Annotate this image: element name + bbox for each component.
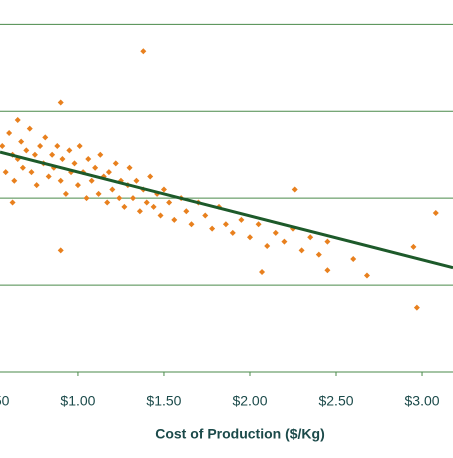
scatter-point: [140, 48, 147, 55]
scatter-point: [57, 247, 64, 254]
scatter-point: [324, 267, 331, 274]
scatter-point: [222, 221, 229, 228]
scatter-point: [432, 209, 439, 216]
scatter-point: [85, 156, 92, 163]
scatter-point: [229, 229, 236, 236]
scatter-point: [18, 138, 25, 145]
scatter-point: [246, 234, 253, 241]
scatter-point: [291, 186, 298, 193]
trend-line: [0, 150, 453, 270]
scatter-point: [66, 147, 73, 154]
scatter-point: [49, 151, 56, 158]
scatter-point: [97, 151, 104, 158]
scatter-point: [116, 195, 123, 202]
scatter-point: [71, 160, 78, 167]
scatter-point: [202, 212, 209, 219]
scatter-point: [272, 229, 279, 236]
scatter-point: [133, 177, 140, 184]
scatter-point: [160, 186, 167, 193]
scatter-point: [171, 216, 178, 223]
x-tick-label: $2.00: [232, 393, 267, 409]
scatter-point: [92, 164, 99, 171]
x-tick-label: $2.50: [318, 393, 353, 409]
scatter-point: [62, 190, 69, 197]
scatter-point: [33, 182, 40, 189]
x-tick-label: $1.50: [146, 393, 181, 409]
x-axis-title: Cost of Production ($/Kg): [155, 426, 325, 442]
scatter-point: [255, 221, 262, 228]
scatter-point: [2, 169, 9, 176]
scatter-point: [88, 177, 95, 184]
scatter-point: [76, 143, 83, 150]
scatter-point: [37, 143, 44, 150]
x-tick-label: $3.00: [405, 393, 440, 409]
scatter-point: [6, 129, 13, 136]
scatter-point: [136, 208, 143, 215]
x-tick-label: $1.00: [60, 393, 95, 409]
scatter-point: [11, 177, 18, 184]
scatter-point: [281, 238, 288, 245]
scatter-point: [57, 99, 64, 106]
scatter-point: [188, 221, 195, 228]
scatter-point: [26, 125, 33, 132]
scatter-point: [0, 143, 6, 150]
scatter-point: [121, 203, 128, 210]
scatter-point: [259, 269, 266, 276]
scatter-point: [307, 234, 314, 241]
scatter-point: [324, 238, 331, 245]
scatter-point: [150, 203, 157, 210]
scatter-point: [363, 272, 370, 279]
scatter-point: [264, 242, 271, 249]
scatter-point: [31, 151, 38, 158]
scatter-point: [105, 169, 112, 176]
scatter-point: [59, 156, 66, 163]
scatter-point: [413, 304, 420, 311]
scatter-point: [23, 147, 30, 154]
scatter-point: [238, 216, 245, 223]
scatter-point: [129, 195, 136, 202]
scatter-point: [104, 199, 111, 206]
scatter-point: [112, 160, 119, 167]
scatter-point: [95, 190, 102, 197]
scatter-point: [14, 116, 21, 123]
scatter-point: [298, 247, 305, 254]
scatter-point: [410, 243, 417, 250]
scatter-point: [183, 208, 190, 215]
x-tick-label: $0.50: [0, 393, 10, 409]
scatter-point: [126, 164, 133, 171]
scatter-point: [42, 134, 49, 141]
scatter-point: [157, 212, 164, 219]
scatter-point: [54, 143, 61, 150]
scatter-point: [109, 186, 116, 193]
scatter-point: [83, 195, 90, 202]
scatter-point: [143, 199, 150, 206]
scatter-point: [74, 182, 81, 189]
scatter-point: [315, 251, 322, 258]
scatter-point: [350, 256, 357, 263]
scatter-point: [45, 173, 52, 180]
scatter-point: [28, 169, 35, 176]
scatter-point: [9, 199, 16, 206]
scatter-point: [209, 225, 216, 232]
scatter-point: [57, 177, 64, 184]
scatter-point: [166, 199, 173, 206]
scatter-point: [147, 173, 154, 180]
scatter-point: [19, 164, 26, 171]
